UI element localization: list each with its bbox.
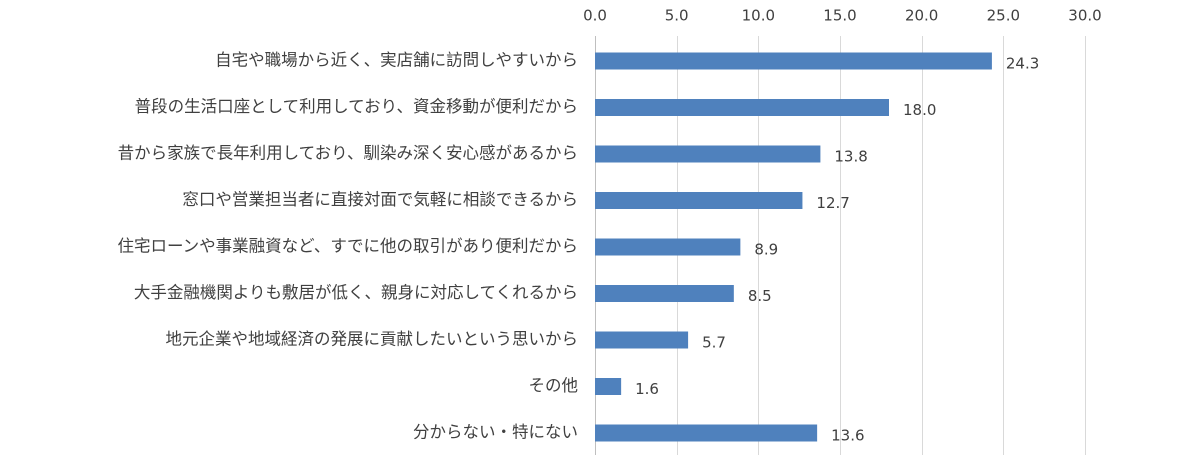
- category-label: 大手金融機関よりも敷居が低く、親身に対応してくれるから: [134, 283, 578, 302]
- category-label: その他: [529, 376, 579, 395]
- data-label: 5.7: [702, 334, 726, 352]
- x-axis-tick-labels: 0.0 5.0 10.0 15.0 20.0 25.0 30.0: [583, 7, 1102, 25]
- category-label: 住宅ローンや事業融資など、すでに他の取引があり便利だから: [117, 237, 578, 256]
- bar: [595, 378, 622, 395]
- bar: [595, 99, 889, 116]
- data-labels: 24.3 18.0 13.8 12.7 8.9 8.5 5.7 1.6 13.6: [635, 55, 1039, 445]
- data-label: 18.0: [903, 101, 936, 119]
- x-tick-label: 25.0: [987, 7, 1020, 25]
- bar: [595, 285, 734, 302]
- data-label: 24.3: [1006, 55, 1039, 73]
- bar: [595, 331, 689, 349]
- category-label: 分からない・特にない: [413, 423, 578, 442]
- x-tick-label: 20.0: [905, 7, 938, 25]
- x-tick-label: 15.0: [823, 7, 856, 25]
- bar: [595, 52, 992, 70]
- bar: [595, 192, 803, 209]
- category-label: 昔から家族で長年利用しており、馴染み深く安心感があるから: [118, 144, 578, 163]
- x-tick-label: 10.0: [742, 7, 775, 25]
- data-label: 13.8: [834, 148, 867, 166]
- bars: [595, 52, 992, 442]
- x-tick-label: 0.0: [583, 7, 607, 25]
- data-label: 13.6: [831, 427, 864, 445]
- category-label: 自宅や職場から近く、実店舗に訪問しやすいから: [215, 51, 578, 70]
- x-tick-label: 5.0: [665, 7, 689, 25]
- category-labels: 自宅や職場から近く、実店舗に訪問しやすいから普段の生活口座として利用しており、資…: [117, 51, 578, 442]
- data-label: 1.6: [635, 380, 659, 398]
- data-label: 8.9: [754, 241, 778, 259]
- category-label: 地元企業や地域経済の発展に貢献したいという思いから: [166, 330, 579, 349]
- bar: [595, 424, 818, 442]
- bar: [595, 145, 821, 163]
- x-tick-label: 30.0: [1068, 7, 1101, 25]
- data-label: 8.5: [748, 287, 772, 305]
- data-label: 12.7: [816, 194, 849, 212]
- category-label: 普段の生活口座として利用しており、資金移動が便利だから: [135, 97, 578, 116]
- category-label: 窓口や営業担当者に直接対面で気軽に相談できるから: [182, 190, 578, 209]
- bar: [595, 238, 741, 256]
